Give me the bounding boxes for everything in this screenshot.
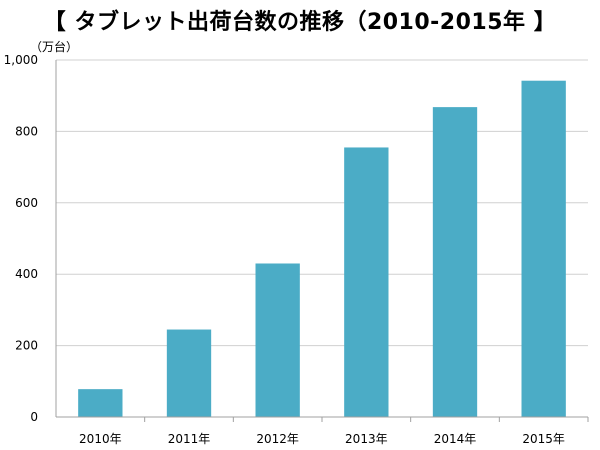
y-tick-label: 0 — [30, 410, 38, 424]
bar — [78, 389, 123, 417]
bar — [166, 329, 212, 417]
x-tick-label: 2010年 — [79, 432, 122, 446]
x-tick-label: 2012年 — [256, 432, 299, 446]
bar — [255, 263, 300, 417]
x-tick-label: 2014年 — [434, 432, 477, 446]
gridlines — [56, 59, 588, 347]
x-tick-label: 2011年 — [168, 432, 211, 446]
chart-title: 【 タブレット出荷台数の推移（2010-2015年 】 — [43, 10, 557, 35]
x-tick-label: 2015年 — [522, 432, 565, 446]
axes — [55, 60, 589, 422]
bar — [344, 147, 389, 417]
x-tick-label: 2013年 — [345, 432, 388, 446]
y-tick-label: 600 — [15, 196, 38, 210]
y-tick-label: 1,000 — [4, 53, 38, 67]
y-tick-label: 200 — [15, 339, 38, 353]
y-tick-label: 400 — [15, 267, 38, 281]
tick-labels: 0 200 400 600 800 1,000 2010年 2011年 2012年 2013年 20… — [4, 53, 565, 446]
y-axis-unit-label: （万台） — [30, 40, 79, 54]
bars — [78, 80, 566, 418]
bar — [521, 80, 566, 418]
y-tick-label: 800 — [15, 124, 38, 138]
bar — [432, 107, 478, 418]
